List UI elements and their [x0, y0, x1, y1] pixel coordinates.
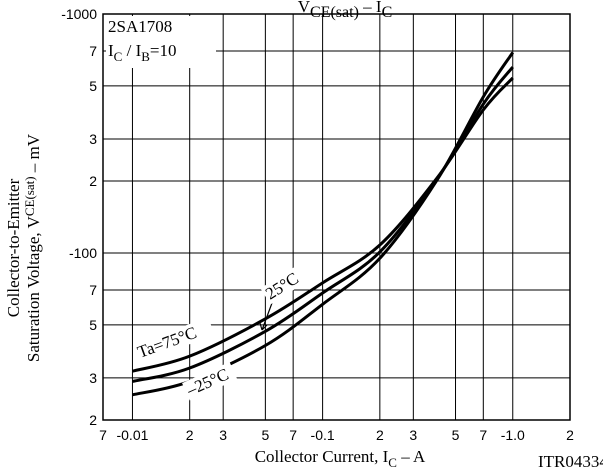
- x-tick-label: 2: [186, 427, 194, 443]
- title-part: – I: [359, 0, 382, 16]
- y-tick-label: 2: [89, 173, 97, 189]
- y-tick-label: 3: [89, 131, 97, 147]
- x-tick-label: 2: [376, 427, 384, 443]
- y-tick-label: 5: [89, 78, 97, 94]
- label-sub: CE(sat): [22, 176, 37, 216]
- y-axis-label: Collector-to-Emitter Saturation Voltage,…: [4, 133, 43, 362]
- y-tick-label: 5: [89, 317, 97, 333]
- title-sub: C: [382, 4, 393, 21]
- x-tick-label: 5: [452, 427, 460, 443]
- y-tick-label: 2: [89, 412, 97, 428]
- x-tick-label: -0.01: [116, 427, 148, 443]
- x-tick-label: 3: [409, 427, 417, 443]
- plot-frame: [102, 13, 571, 421]
- x-tick-label: 7: [479, 427, 487, 443]
- curve: [132, 66, 514, 383]
- label-part: Saturation Voltage, V: [24, 215, 43, 362]
- label-bg: [260, 260, 315, 305]
- x-tick-label: -0.1: [311, 427, 335, 443]
- chart-title: VCE(sat) – IC: [298, 0, 393, 21]
- drawing-code: ITR04334: [538, 452, 603, 471]
- label-bg: [132, 317, 215, 363]
- x-axis-label: Collector Current, IC – A: [255, 447, 426, 470]
- x-tick-label: 2: [566, 427, 574, 443]
- condition: IC / IB=10: [108, 41, 177, 64]
- cond-part: I: [108, 41, 114, 60]
- title-sub: CE(sat): [310, 4, 359, 21]
- y-tick-label: 7: [89, 282, 97, 298]
- y-label-line: Saturation Voltage, VCE(sat) – mV: [22, 133, 43, 362]
- part-number: 2SA1708: [108, 17, 172, 36]
- cond-sub: C: [114, 49, 123, 64]
- x-tick-label: 5: [261, 427, 269, 443]
- x-tick-label: 7: [289, 427, 297, 443]
- label-bg: [182, 361, 238, 401]
- label-part: – mV: [24, 133, 43, 176]
- cond-part: / I: [122, 41, 141, 60]
- x-tick-label: 3: [219, 427, 227, 443]
- y-tick-label: 3: [89, 370, 97, 386]
- cond-part: =10: [150, 41, 177, 60]
- title-part: V: [298, 0, 311, 16]
- series-label: –25°C: [183, 365, 232, 401]
- label-part: – A: [397, 447, 426, 466]
- y-tick-label: -1000: [61, 6, 97, 22]
- curve: [132, 76, 514, 373]
- y-label-line: Collector-to-Emitter: [4, 178, 23, 317]
- y-tick-label: 7: [89, 43, 97, 59]
- y-tick-label: -100: [69, 245, 97, 261]
- x-tick-label: -1.0: [501, 427, 525, 443]
- label-sub: C: [388, 455, 397, 470]
- x-tick-label: 7: [99, 427, 107, 443]
- cond-sub: B: [141, 49, 150, 64]
- series-layer: Ta=75°C25°C–25°C: [132, 51, 515, 401]
- label-box: [106, 16, 216, 68]
- label-part: Collector Current, I: [255, 447, 389, 466]
